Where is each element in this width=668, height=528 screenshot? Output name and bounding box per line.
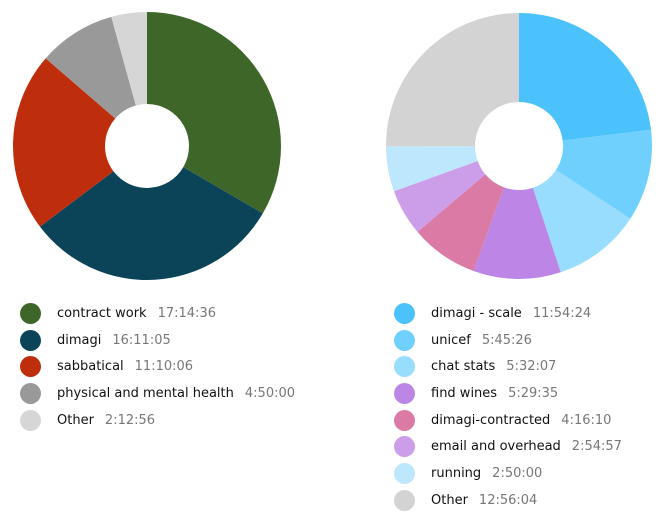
legend-swatch	[394, 329, 415, 351]
legend-left: contract work 17:14:36 dimagi 16:11:05 sabba…	[20, 300, 295, 433]
legend-swatch	[20, 409, 41, 431]
donut-slice[interactable]	[111, 12, 147, 106]
legend-item[interactable]: dimagi - scale 11:54:24	[394, 300, 622, 327]
legend-right: dimagi - scale 11:54:24 unicef 5:45:26 chat …	[394, 300, 622, 514]
donut-slice[interactable]	[12, 58, 116, 227]
legend-label: chat stats	[431, 359, 496, 375]
donut-chart-left	[12, 12, 281, 280]
donut-slice[interactable]	[532, 170, 631, 273]
donut-slice[interactable]	[39, 167, 263, 280]
donut-slice[interactable]	[555, 129, 652, 219]
legend-duration: 11:10:06	[134, 359, 194, 375]
legend-duration: 17:14:36	[157, 305, 216, 321]
legend-label: Other	[57, 412, 94, 428]
legend-duration: 4:16:10	[561, 412, 612, 428]
legend-swatch	[394, 462, 415, 484]
legend-label: contract work	[57, 305, 147, 321]
legend-item[interactable]: dimagi 16:11:05	[20, 327, 295, 354]
legend-swatch	[394, 382, 415, 404]
legend-label: unicef	[431, 332, 471, 348]
legend-duration: 2:54:57	[571, 439, 622, 455]
legend-duration: 12:56:04	[478, 492, 538, 508]
legend-item[interactable]: dimagi-contracted 4:16:10	[394, 407, 622, 434]
legend-duration: 11:54:24	[532, 305, 592, 321]
donut-slice[interactable]	[45, 16, 136, 119]
legend-label: dimagi-contracted	[431, 412, 551, 428]
legend-duration: 2:12:56	[104, 412, 156, 428]
legend-duration: 2:50:00	[492, 465, 543, 481]
legend-duration: 5:32:07	[506, 359, 557, 375]
legend-item[interactable]: find wines 5:29:35	[394, 380, 622, 407]
legend-swatch	[20, 356, 41, 378]
legend-item[interactable]: email and overhead 2:54:57	[394, 433, 622, 460]
legend-item[interactable]: chat stats 5:32:07	[394, 353, 622, 380]
legend-item[interactable]: running 2:50:00	[394, 460, 622, 487]
legend-label: physical and mental health	[57, 385, 234, 401]
legend-swatch	[394, 436, 415, 458]
legend-swatch	[394, 302, 415, 324]
legend-item[interactable]: unicef 5:45:26	[394, 327, 622, 354]
legend-item[interactable]: contract work 17:14:36	[20, 300, 295, 327]
legend-swatch	[394, 356, 415, 378]
legend-label: sabbatical	[57, 359, 124, 375]
legend-label: running	[431, 465, 482, 481]
legend-duration: 5:29:35	[508, 385, 559, 401]
donut-chart-right	[386, 13, 652, 279]
legend-duration: 5:45:26	[481, 332, 532, 348]
legend-item[interactable]: physical and mental health 4:50:00	[20, 380, 295, 407]
legend-swatch	[394, 409, 415, 431]
legend-swatch	[20, 329, 41, 351]
legend-duration: 16:11:05	[112, 332, 171, 348]
legend-swatch	[394, 489, 415, 511]
donut-slice[interactable]	[386, 146, 478, 192]
legend-item[interactable]: sabbatical 11:10:06	[20, 353, 295, 380]
donut-slice[interactable]	[473, 187, 561, 279]
legend-item[interactable]: Other 12:56:04	[394, 487, 622, 514]
legend-swatch	[20, 302, 41, 324]
legend-swatch	[20, 382, 41, 404]
donut-slice[interactable]	[519, 13, 652, 141]
donut-slice[interactable]	[147, 12, 281, 214]
legend-item[interactable]: Other 2:12:56	[20, 407, 295, 434]
donut-slice[interactable]	[393, 160, 486, 232]
legend-duration: 4:50:00	[244, 385, 296, 401]
legend-label: find wines	[431, 385, 498, 401]
donut-slice[interactable]	[417, 174, 504, 271]
legend-label: Other	[431, 492, 468, 508]
legend-label: dimagi	[57, 332, 102, 348]
legend-label: email and overhead	[431, 439, 561, 455]
legend-label: dimagi - scale	[431, 305, 522, 321]
donut-slice[interactable]	[386, 13, 519, 147]
